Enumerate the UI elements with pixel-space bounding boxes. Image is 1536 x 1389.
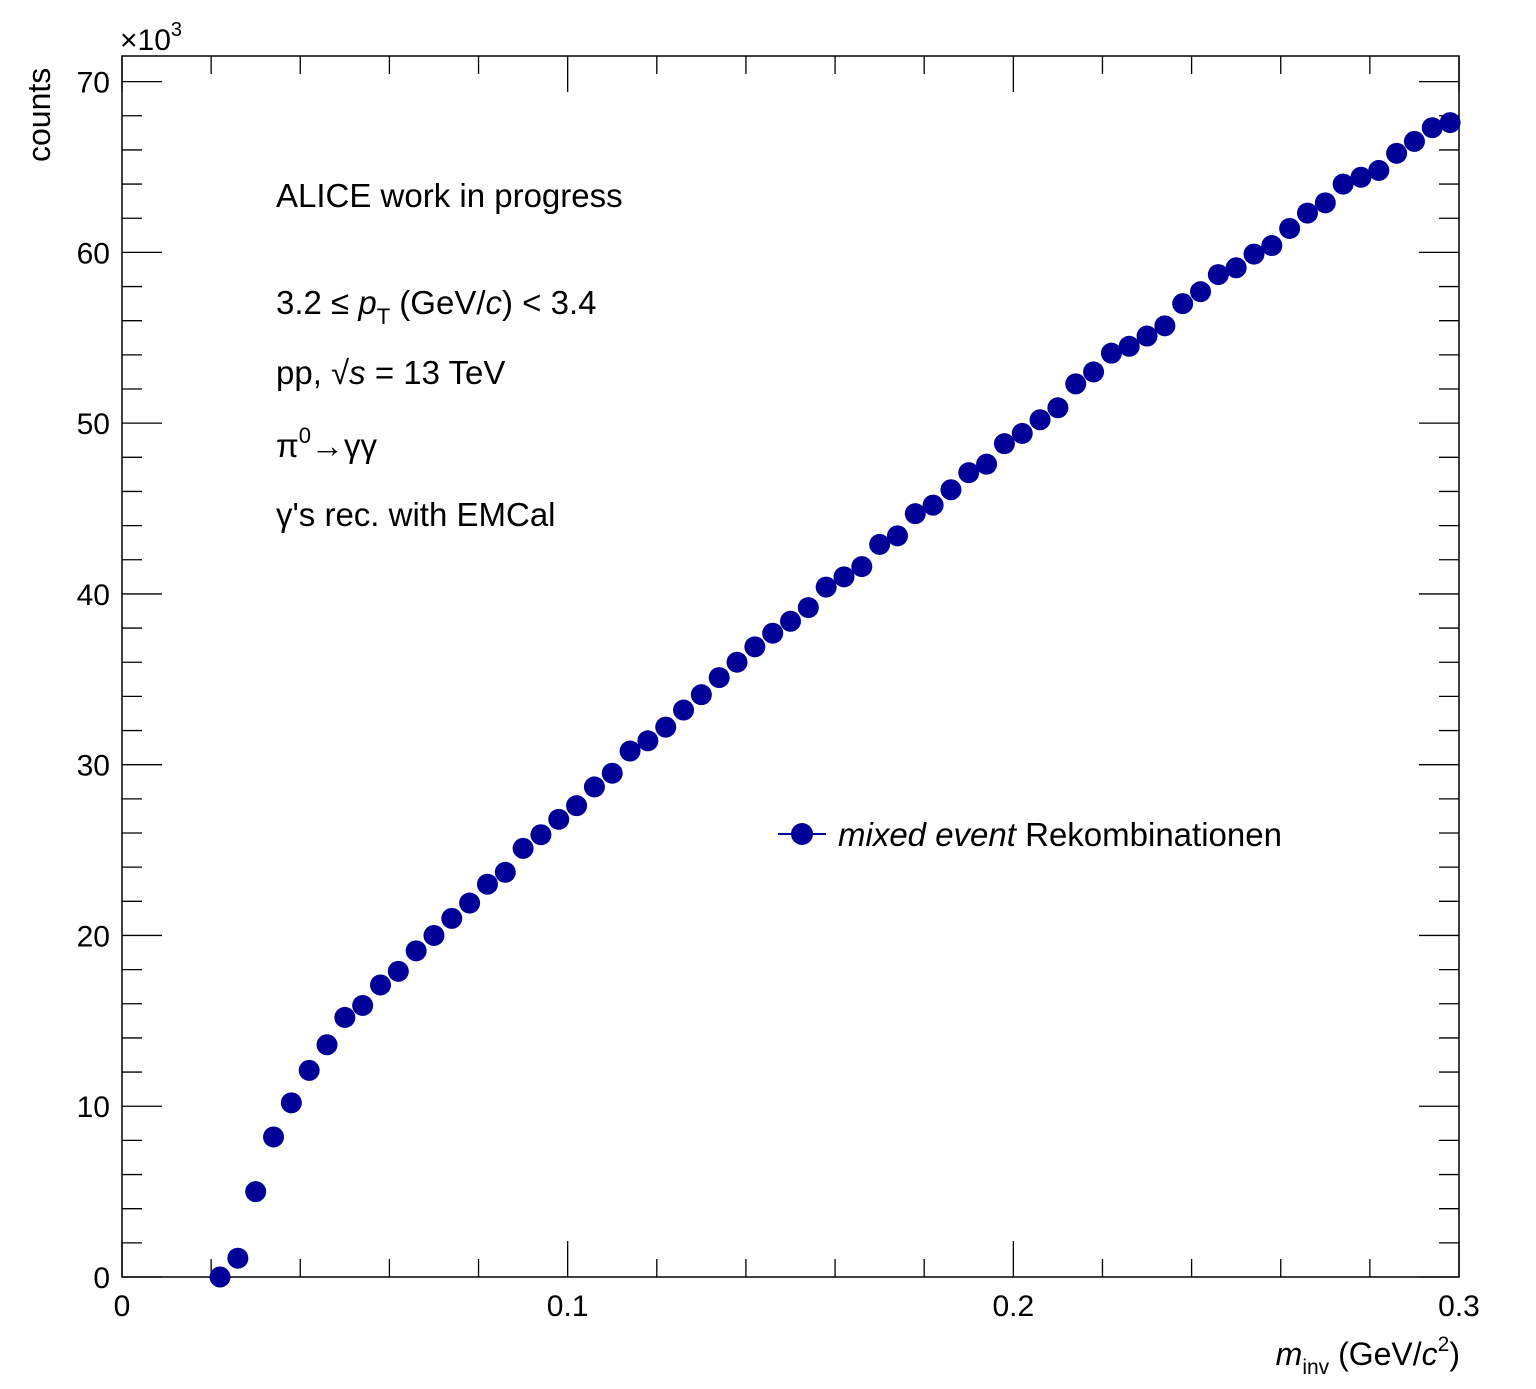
data-point bbox=[352, 994, 374, 1016]
annotation-pt-range: 3.2 ≤ pT (GeV/c) < 3.4 bbox=[276, 284, 596, 329]
legend: mixed event Rekombinationen bbox=[778, 816, 1282, 853]
y-tick-label: 40 bbox=[77, 579, 110, 612]
data-point bbox=[209, 1266, 231, 1288]
data-point bbox=[1314, 192, 1336, 214]
axis-ticks bbox=[121, 56, 1460, 1278]
data-point bbox=[583, 776, 605, 798]
data-point bbox=[476, 873, 498, 895]
data-point bbox=[1190, 281, 1212, 303]
data-point bbox=[1332, 173, 1354, 195]
y-tick-label: 20 bbox=[77, 920, 110, 953]
data-point bbox=[619, 740, 641, 762]
data-point bbox=[601, 762, 623, 784]
x-tick-label: 0.3 bbox=[1438, 1290, 1480, 1323]
x-tick-label: 0.2 bbox=[992, 1290, 1034, 1323]
y-tick-label: 50 bbox=[77, 408, 110, 441]
data-point bbox=[1065, 373, 1087, 395]
data-point bbox=[263, 1126, 285, 1148]
y-tick-label: 30 bbox=[77, 750, 110, 783]
data-point bbox=[1261, 235, 1283, 257]
data-point bbox=[958, 462, 980, 484]
data-point bbox=[387, 960, 409, 982]
annotation-emcal: γ's rec. with EMCal bbox=[276, 496, 556, 533]
y-axis-title: counts bbox=[21, 68, 57, 162]
data-point bbox=[441, 907, 463, 929]
y-multiplier: ×103 bbox=[120, 19, 182, 57]
data-point bbox=[1029, 409, 1051, 431]
data-point bbox=[566, 795, 588, 817]
data-point bbox=[1386, 142, 1408, 164]
y-tick-label: 70 bbox=[77, 67, 110, 100]
data-point bbox=[1047, 397, 1069, 419]
data-point bbox=[1403, 130, 1425, 152]
data-point bbox=[637, 730, 659, 752]
data-point bbox=[405, 940, 427, 962]
data-point bbox=[298, 1059, 320, 1081]
data-point bbox=[1350, 166, 1372, 188]
data-point bbox=[1368, 159, 1390, 181]
y-tick-label: 10 bbox=[77, 1091, 110, 1124]
data-point bbox=[690, 684, 712, 706]
data-point bbox=[245, 1181, 267, 1203]
data-point bbox=[797, 597, 819, 619]
data-point bbox=[1243, 243, 1265, 265]
data-point bbox=[1172, 293, 1194, 315]
data-point bbox=[833, 566, 855, 588]
data-point bbox=[369, 974, 391, 996]
data-point bbox=[1100, 342, 1122, 364]
data-point bbox=[280, 1092, 302, 1114]
x-tick-label: 0 bbox=[114, 1290, 131, 1323]
data-point bbox=[1207, 264, 1229, 286]
data-point bbox=[904, 503, 926, 525]
data-point bbox=[815, 576, 837, 598]
data-point bbox=[993, 433, 1015, 455]
annotation-alice: ALICE work in progress bbox=[276, 177, 623, 214]
data-point bbox=[1136, 325, 1158, 347]
legend-marker bbox=[791, 823, 813, 845]
data-point bbox=[1421, 117, 1443, 139]
data-point bbox=[530, 824, 552, 846]
data-point bbox=[1225, 257, 1247, 279]
annotation-decay: π0→γγ bbox=[276, 423, 378, 464]
data-point bbox=[1296, 202, 1318, 224]
y-tick-label: 60 bbox=[77, 237, 110, 270]
y-tick-label: 0 bbox=[93, 1262, 110, 1295]
data-point bbox=[744, 636, 766, 658]
data-point bbox=[334, 1006, 356, 1028]
data-point bbox=[708, 667, 730, 689]
data-point bbox=[886, 525, 908, 547]
data-point bbox=[673, 699, 695, 721]
data-point bbox=[762, 622, 784, 644]
data-point bbox=[869, 533, 891, 555]
data-point bbox=[780, 610, 801, 632]
data-points bbox=[209, 112, 1461, 1288]
data-point bbox=[316, 1034, 338, 1056]
y-tick-labels: 0 10 20 30 40 50 60 70 bbox=[77, 67, 110, 1295]
data-point bbox=[1154, 315, 1176, 337]
x-tick-labels: 0 0.1 0.2 0.3 bbox=[114, 1290, 1480, 1323]
data-point bbox=[459, 892, 481, 914]
data-point bbox=[1083, 361, 1105, 383]
data-point bbox=[976, 453, 998, 475]
data-point bbox=[1439, 112, 1461, 134]
data-point bbox=[726, 651, 748, 673]
data-point bbox=[227, 1247, 249, 1269]
data-point bbox=[1279, 217, 1301, 239]
data-point bbox=[548, 808, 570, 830]
data-point bbox=[922, 494, 944, 516]
data-point bbox=[494, 861, 516, 883]
x-tick-label: 0.1 bbox=[547, 1290, 589, 1323]
data-point bbox=[512, 837, 534, 859]
data-point bbox=[1011, 422, 1033, 444]
data-point bbox=[655, 716, 677, 738]
data-point bbox=[1118, 335, 1140, 357]
plot-frame bbox=[121, 55, 1460, 1278]
data-point bbox=[851, 556, 873, 578]
x-axis-title: minv (GeV/c2) bbox=[1276, 1333, 1460, 1379]
data-point bbox=[940, 479, 962, 501]
annotation-energy: pp, √s = 13 TeV bbox=[276, 354, 505, 391]
data-point bbox=[423, 924, 445, 946]
legend-label: mixed event Rekombinationen bbox=[838, 816, 1282, 853]
